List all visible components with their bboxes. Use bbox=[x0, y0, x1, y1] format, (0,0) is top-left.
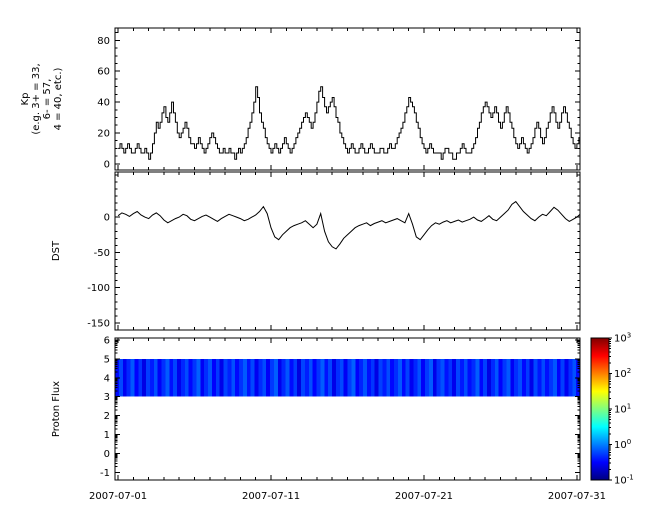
y-tick-label: -1 bbox=[100, 468, 110, 479]
y-tick-label: 1 bbox=[104, 430, 110, 441]
y-tick-label: 6 bbox=[104, 335, 110, 346]
colorbar-tick-label: 101 bbox=[614, 403, 631, 416]
y-tick-label: 60 bbox=[97, 67, 110, 78]
y-tick-label: 0 bbox=[104, 159, 110, 170]
kp-axis-label-line: (e.g. 3+ = 33, bbox=[31, 63, 42, 135]
y-tick-label: 40 bbox=[97, 98, 110, 109]
kp-axis-label: Kp (e.g. 3+ = 33, 6- = 57, 4 = 40, etc.) bbox=[20, 54, 64, 144]
kp-index-trace bbox=[118, 86, 580, 160]
x-tick-label: 2007-07-11 bbox=[242, 491, 300, 502]
y-tick-label: -50 bbox=[94, 248, 110, 259]
dst-index-trace bbox=[117, 200, 580, 250]
y-tick-label: 4 bbox=[104, 373, 110, 384]
dst-index-panel: 0 -50 -100 -150 bbox=[87, 171, 581, 331]
y-tick-label: 0 bbox=[104, 449, 110, 460]
y-tick-label: 0 bbox=[104, 213, 110, 224]
colorbar-gradient bbox=[591, 338, 609, 480]
colorbar-tick-label: 10-1 bbox=[614, 474, 634, 487]
x-tick-label: 2007-07-31 bbox=[548, 491, 606, 502]
kp-axis-label-line: 6- = 57, bbox=[42, 78, 53, 120]
colorbar-tick-label: 103 bbox=[614, 332, 631, 345]
y-tick-label: -100 bbox=[87, 283, 110, 294]
y-tick-label: 2 bbox=[104, 411, 110, 422]
y-tick-label: 80 bbox=[97, 36, 110, 47]
proton-flux-panel: 6 5 4 3 2 1 0 -1 2007-07-01 2007-07-11 2007-07-21 2… bbox=[89, 335, 606, 502]
proton-flux-band bbox=[115, 358, 580, 397]
kp-axis-label-line: 4 = 40, etc.) bbox=[53, 67, 64, 131]
y-tick-label: 5 bbox=[104, 354, 110, 365]
dst-axis-label: DST bbox=[51, 240, 62, 262]
x-tick-label: 2007-07-21 bbox=[395, 491, 453, 502]
x-tick-label: 2007-07-01 bbox=[89, 491, 147, 502]
kp-axis-label-line: Kp bbox=[20, 92, 31, 106]
colorbar: 103 102 101 100 10-1 bbox=[590, 332, 634, 487]
y-tick-label: -150 bbox=[87, 318, 110, 329]
proton-flux-axis-label: Proton Flux bbox=[51, 380, 62, 438]
kp-index-panel: 0 20 40 60 80 bbox=[97, 27, 581, 171]
y-tick-label: 20 bbox=[97, 128, 110, 139]
colorbar-tick-label: 100 bbox=[614, 438, 631, 451]
colorbar-tick-label: 102 bbox=[614, 367, 631, 380]
y-tick-label: 3 bbox=[104, 392, 110, 403]
